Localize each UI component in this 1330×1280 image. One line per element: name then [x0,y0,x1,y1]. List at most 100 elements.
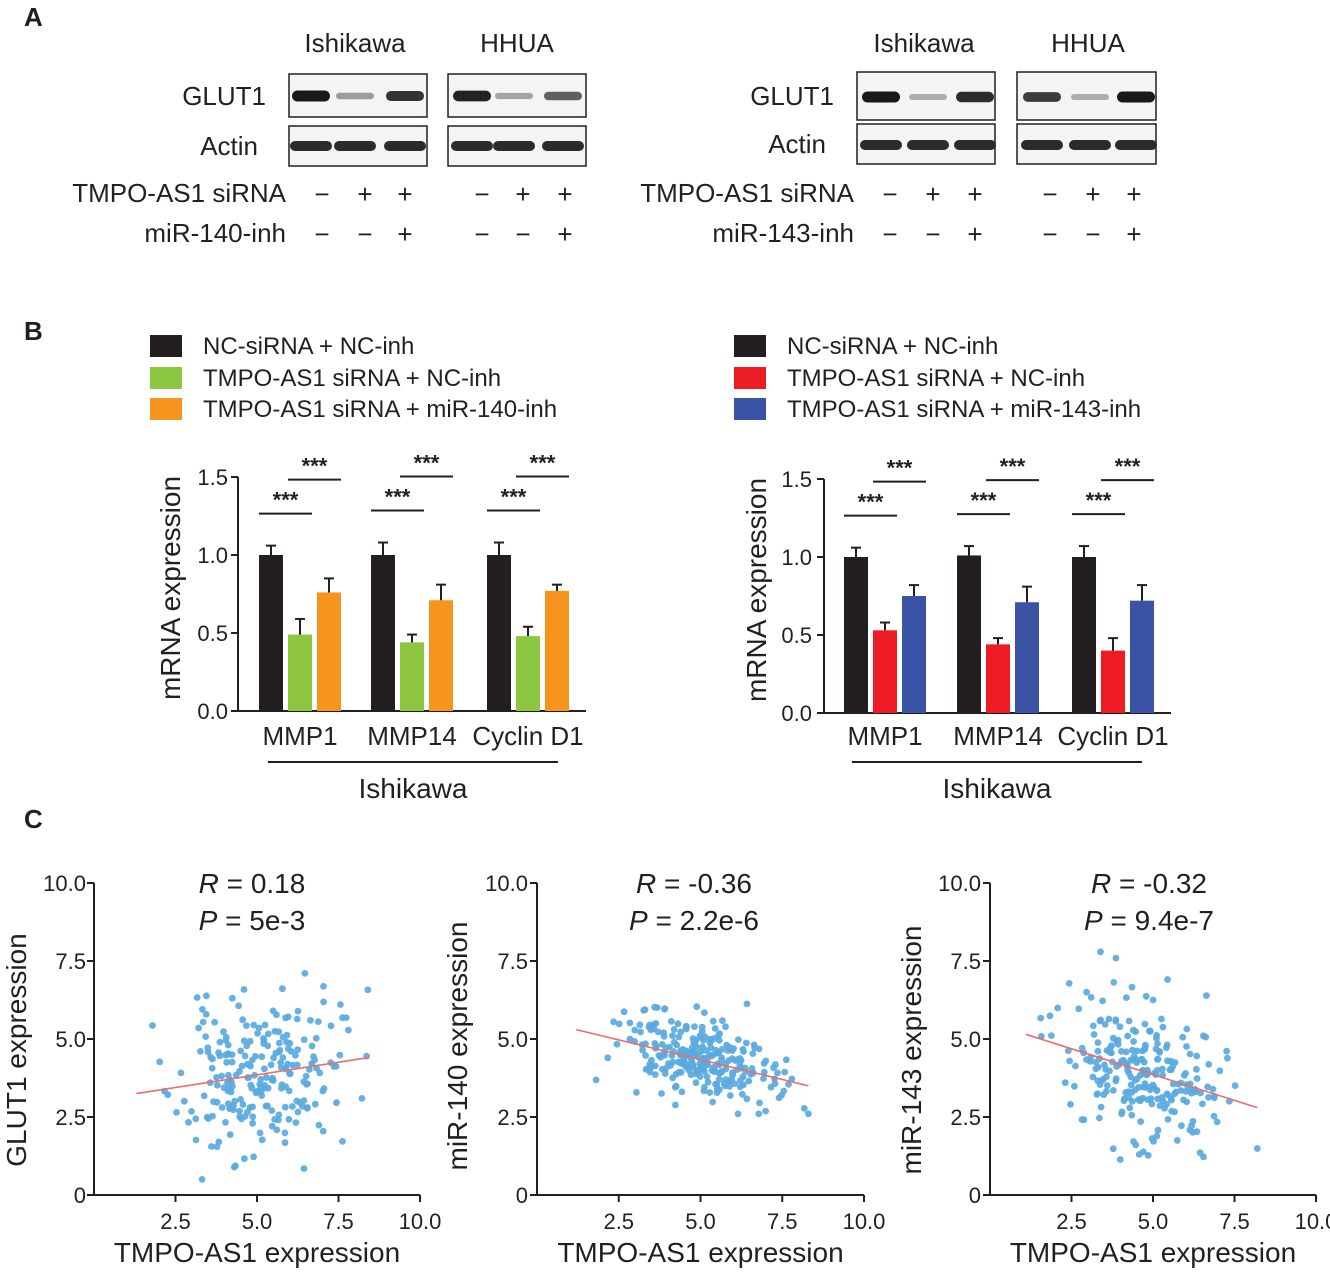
scatter-point [320,983,327,990]
stat-r-label: R [636,868,656,899]
legend-swatch-red [734,367,766,389]
legend-swatch-black [734,335,766,357]
blot2-cellline-ishikawa: Ishikawa [873,28,975,58]
scatter-point [230,1163,238,1171]
bar [371,555,395,711]
scatter-point [315,1121,323,1129]
actin-band [290,141,332,151]
scatter-point [715,1049,723,1057]
bar [516,636,540,711]
scatter-point [1083,988,1090,996]
scatter-point [1094,1047,1102,1055]
y-tick-label: 10.0 [43,871,86,896]
legend-item: NC-siRNA + NC-inh [787,333,998,360]
scatter-point [739,1090,746,1098]
blot1-sign: + [557,179,572,209]
stat-p: P = 2.2e-6 [629,905,759,936]
scatter-point [677,1028,685,1036]
scatter-point [156,1058,164,1066]
scatter-point [1193,1065,1200,1073]
scatter-point [633,1089,640,1096]
scatter-point [665,1060,672,1067]
scatter-point [734,1036,742,1043]
blot2-sign: + [967,179,982,209]
scatter-point [1094,1063,1102,1071]
scatter-point [249,1113,257,1121]
scatter-point [192,1115,200,1123]
scatter-points [592,1000,812,1118]
scatter-point [1159,1023,1167,1031]
scatter-point [1133,1059,1141,1066]
scatter-point [613,1040,621,1048]
blot1-sign: − [474,219,489,249]
scatter-point [279,985,286,993]
group-label: Ishikawa [943,773,1052,804]
blot1-row2-label: miR-140-inh [144,218,286,248]
blot1-sign-grid: − + + − + + − − + − − + [314,179,572,249]
scatter-point [1096,1017,1104,1025]
scatter-point [285,1087,293,1095]
significance-stars: *** [1000,454,1026,479]
blot1-sign: − [357,219,372,249]
scatter-point [1186,1050,1194,1058]
legend-swatch-black [150,335,182,357]
scatter-point [698,1023,706,1031]
scatter-point [713,1081,721,1089]
scatter-point [660,1029,667,1037]
stat-r-label: R [199,868,219,899]
x-tick-label: 2.5 [1056,1209,1087,1234]
scatter-point [227,1088,235,1096]
glut1-band [909,94,947,100]
legend-item: NC-siRNA + NC-inh [203,333,414,360]
x-tick-label: 5.0 [242,1209,273,1234]
scatter-point [225,1071,232,1079]
scatter-point [767,1083,775,1091]
scatter-point [237,1096,245,1103]
scatter-point [204,1048,212,1056]
scatter-point [756,1099,763,1107]
scatter-point [254,1030,261,1037]
scatter-point [202,1010,210,1018]
x-tick-label: 10.0 [399,1209,442,1234]
scatter-point [1156,1102,1164,1109]
scatter-point [311,1100,319,1108]
scatter-point [1141,1020,1149,1028]
actin-band [1115,140,1157,150]
scatter-point [1135,1083,1143,1091]
scatter-point [294,1108,302,1116]
scatter-point [1110,979,1118,986]
legend-swatch-orange [150,398,182,420]
scatter-point [715,1031,722,1039]
scatter-point [1112,1018,1120,1025]
category-label: MMP14 [953,721,1043,751]
scatter-point [745,1077,753,1085]
scatter-point [725,1057,733,1064]
scatter-point [620,1008,628,1016]
blot1-sign: + [397,179,412,209]
legend-item: TMPO-AS1 siRNA + miR-143-inh [787,396,1141,423]
scatter-point [666,1043,673,1051]
scatter-point [300,1036,308,1044]
blot2-protein-glut1: GLUT1 [750,81,834,111]
bar [288,634,312,711]
scatter-point [1182,1088,1190,1095]
y-tick-label: 1.0 [781,545,812,570]
scatter-point [285,1115,293,1123]
blot2-sign: + [967,219,982,249]
scatter-point [209,1055,216,1063]
blot1-sign: + [557,219,572,249]
legend-item: TMPO-AS1 siRNA + NC-inh [787,365,1085,392]
scatter-point [1116,1156,1124,1163]
scatter-point [734,1110,742,1118]
scatter-point [692,1079,700,1087]
glut1-band [862,91,900,103]
scatter-point [642,1052,649,1059]
scatter-point [1149,996,1157,1004]
blot1-protein-glut1: GLUT1 [182,81,266,111]
scatter-point [267,1061,275,1069]
scatter-point [651,1062,659,1070]
scatter-point [289,1061,297,1069]
blot1-row1-label: TMPO-AS1 siRNA [72,178,286,208]
significance-stars: *** [887,456,913,481]
glut1-band [336,92,374,100]
